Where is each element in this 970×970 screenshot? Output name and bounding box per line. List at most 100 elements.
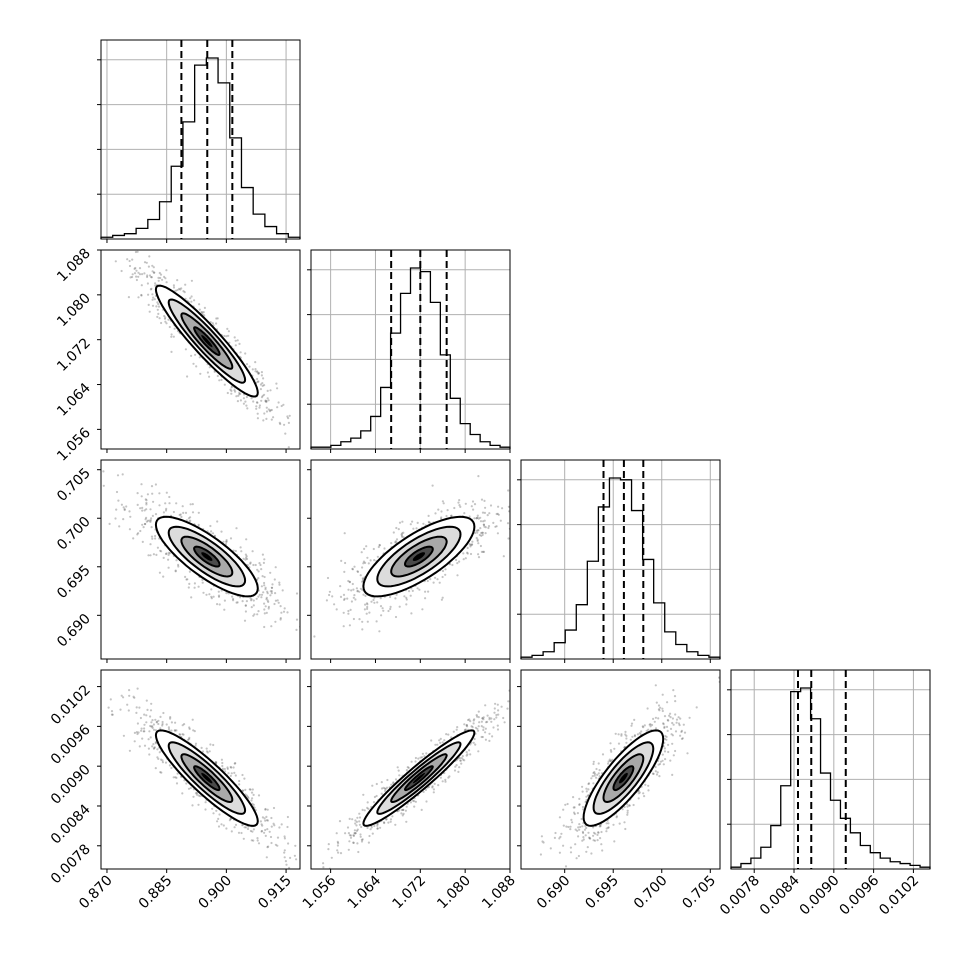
scatter-point [233,771,236,775]
scatter-point [440,516,443,519]
density-peak [201,335,213,348]
scatter-point [146,282,149,285]
contour-mid [167,741,247,815]
scatter-point [273,578,276,581]
scatter-point [613,747,616,750]
scatter-point [384,787,387,791]
scatter-point [252,793,255,797]
scatter-point [458,766,461,769]
scatter-point [237,831,241,834]
scatter-point [279,422,282,426]
scatter-point [347,609,350,613]
scatter-point [283,837,286,840]
scatter-point [636,733,640,736]
scatter-point [349,834,353,837]
scatter-point [355,824,358,827]
scatter-point [160,758,163,761]
scatter-point [487,526,490,530]
scatter-point [201,578,204,582]
scatter-point [353,565,356,568]
scatter-point [228,819,231,822]
scatter-point [475,529,478,532]
scatter-point [342,611,345,614]
scatter-point [464,728,467,731]
scatter-point [134,250,137,254]
scatter-point [142,730,145,733]
scatter-point [308,855,310,857]
scatter-point [175,782,179,785]
contour-inner [390,535,448,578]
scatter-point [194,353,197,356]
scatter-point [338,820,342,823]
scatter-point [226,327,229,330]
scatter-point [415,527,418,530]
scatter-point [392,782,395,785]
scatter-point [497,505,500,508]
scatter-point [161,722,164,726]
scatter-point [462,558,465,561]
scatter-point [164,316,167,319]
scatter-point [245,556,248,559]
contour-core [193,545,221,568]
scatter-point [263,817,266,820]
scatter-point [263,831,266,834]
density-peak [412,772,425,784]
scatter-point [229,817,232,821]
scatter-point [200,746,203,750]
scatter-point [217,590,220,593]
scatter-point [151,537,154,540]
scatter-point [365,612,368,615]
scatter-point [259,388,262,391]
scatter-point [472,719,475,722]
scatter-point [140,483,143,486]
scatter-point [245,794,248,797]
scatter-point [483,525,486,528]
contour-inner [180,312,234,370]
scatter-point [136,492,139,495]
scatter-point [256,377,259,381]
scatter-point [257,380,260,383]
scatter-point [172,776,175,779]
scatter-point [238,391,241,394]
scatter-point [363,547,366,551]
scatter-point [260,823,263,826]
scatter-point [150,287,153,290]
scatter-point [385,786,389,789]
scatter-point [174,289,177,292]
scatter-point [252,604,255,607]
scatter-point [136,533,139,536]
scatter-point [245,600,248,603]
scatter-point [156,315,159,318]
scatter-point [405,596,408,599]
scatter-point [151,298,154,301]
scatter-point [148,753,151,756]
scatter-point [657,704,661,707]
scatter-point [178,513,181,517]
scatter-point [383,787,386,790]
scatter-point [400,808,403,812]
scatter-point [339,852,343,855]
scatter-point [667,743,670,747]
scatter-point [92,508,94,510]
scatter-point [675,721,678,724]
scatter-point [148,255,151,258]
scatter-point [369,559,372,562]
scatter-point [145,721,148,724]
scatter-point [473,503,477,506]
scatter-point [265,410,269,413]
scatter-point [226,766,229,769]
scatter-point [230,766,233,769]
scatter-point [143,713,146,716]
scatter-point [252,563,255,567]
scatter-point [232,766,235,769]
scatter-point [128,689,131,692]
scatter-frame-1-0 [100,249,301,450]
scatter-point [495,716,498,719]
scatter-point [422,522,425,525]
scatter-point [126,703,129,706]
scatter-point [444,573,447,576]
scatter-point [156,748,159,751]
scatter-point [265,596,268,599]
scatter-point [167,551,170,555]
scatter-point [370,826,373,829]
